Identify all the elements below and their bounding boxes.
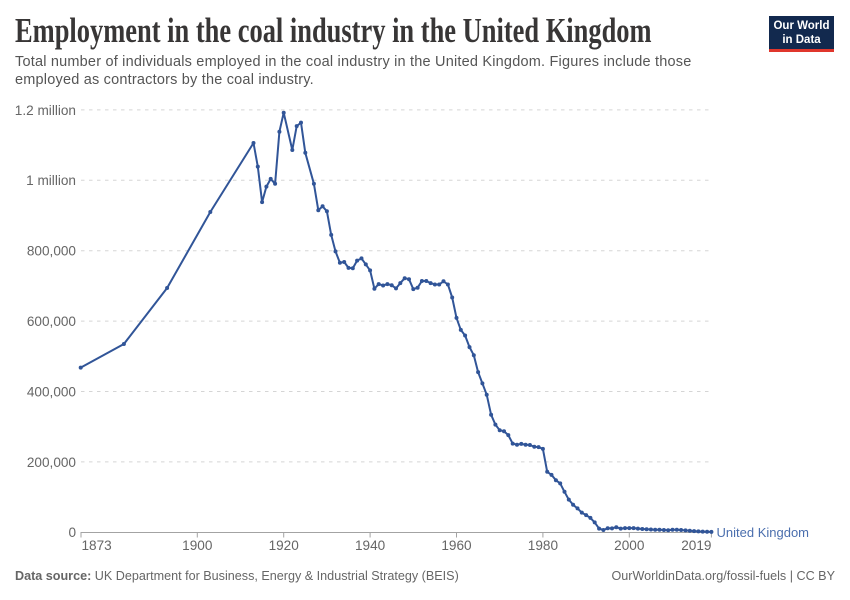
svg-text:0: 0 bbox=[68, 525, 76, 540]
svg-text:2000: 2000 bbox=[614, 538, 645, 553]
svg-text:1940: 1940 bbox=[355, 538, 386, 553]
svg-text:600,000: 600,000 bbox=[27, 314, 77, 329]
svg-text:1873: 1873 bbox=[82, 538, 112, 553]
svg-text:200,000: 200,000 bbox=[27, 455, 77, 470]
svg-text:1900: 1900 bbox=[182, 538, 213, 553]
svg-text:1980: 1980 bbox=[528, 538, 559, 553]
svg-text:1920: 1920 bbox=[269, 538, 300, 553]
svg-text:800,000: 800,000 bbox=[27, 244, 77, 259]
svg-text:United Kingdom: United Kingdom bbox=[717, 525, 810, 540]
svg-text:2019: 2019 bbox=[681, 538, 711, 553]
svg-text:1.2 million: 1.2 million bbox=[15, 103, 76, 118]
svg-text:400,000: 400,000 bbox=[27, 384, 77, 399]
svg-text:1960: 1960 bbox=[441, 538, 472, 553]
svg-text:1 million: 1 million bbox=[26, 173, 76, 188]
